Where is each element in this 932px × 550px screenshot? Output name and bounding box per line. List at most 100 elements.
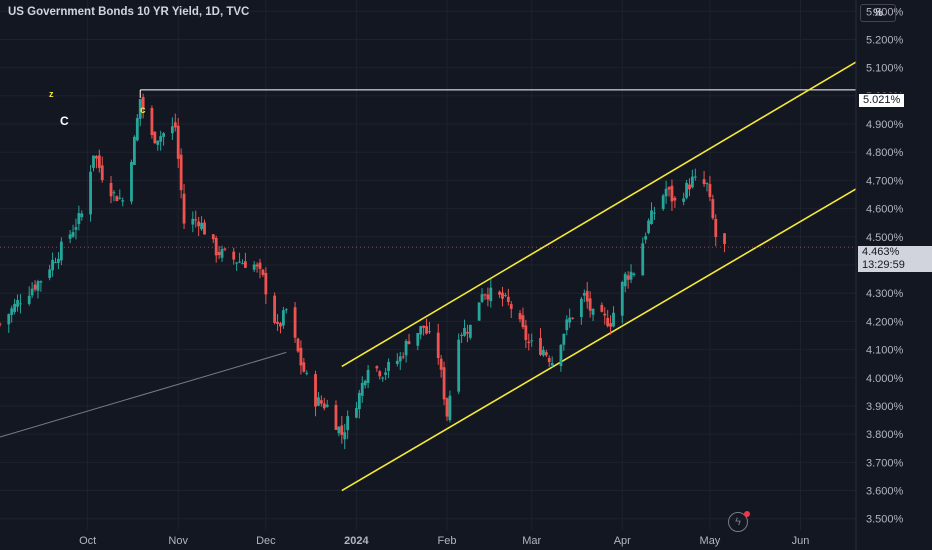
x-tick-label: Apr xyxy=(614,535,631,547)
y-tick-label: 4.000% xyxy=(866,373,904,385)
x-tick-label: 2024 xyxy=(344,535,369,547)
candle-body xyxy=(150,108,154,136)
candle-body xyxy=(702,179,706,184)
lightning-icon[interactable]: ϟ xyxy=(728,511,750,532)
y-tick-label: 3.900% xyxy=(866,401,904,413)
candle-body xyxy=(600,304,604,312)
candle-body xyxy=(705,183,709,185)
candle-body xyxy=(51,259,54,271)
candle-body xyxy=(121,200,125,202)
y-tick-label: 4.700% xyxy=(866,175,904,187)
candle-body xyxy=(59,241,63,261)
candle-body xyxy=(714,218,718,237)
candle-body xyxy=(591,308,595,315)
candle-body xyxy=(425,326,428,334)
y-tick-label: 4.100% xyxy=(866,345,904,357)
candle-body xyxy=(296,338,300,352)
y-tick-label: 5.200% xyxy=(866,34,904,46)
candle-body xyxy=(384,372,388,375)
candle-body xyxy=(463,327,466,336)
candle-body xyxy=(68,234,72,239)
candle-body xyxy=(693,176,697,178)
candle-body xyxy=(203,222,206,235)
candle-body xyxy=(661,195,665,210)
candle-body xyxy=(13,303,17,313)
candle-body xyxy=(194,219,198,221)
x-tick-label: Oct xyxy=(79,535,96,547)
chart-title: US Government Bonds 10 YR Yield, 1D, TVC xyxy=(8,6,250,18)
candle-body xyxy=(524,325,528,341)
wave-label-c-major: C xyxy=(60,114,69,128)
notification-dot xyxy=(744,511,750,517)
candle-body xyxy=(568,317,572,323)
candle-body xyxy=(39,281,43,283)
candle-body xyxy=(214,237,218,256)
candle-body xyxy=(10,308,14,315)
candle-body xyxy=(641,243,645,276)
candle-body xyxy=(612,312,615,327)
unit-button[interactable]: % xyxy=(860,4,896,22)
candle-body xyxy=(603,313,607,316)
candle-body xyxy=(252,264,256,270)
candle-body xyxy=(170,126,174,134)
candle-body xyxy=(97,155,101,168)
candle-body xyxy=(360,382,364,396)
time-axis[interactable]: Oct Nov Dec 2024 Feb Mar Apr May Jun xyxy=(79,535,809,547)
candle-body xyxy=(130,161,133,202)
candle-body xyxy=(48,269,52,278)
candle-body xyxy=(401,356,405,358)
candle-body xyxy=(279,323,282,327)
y-tick-label: 3.600% xyxy=(866,486,904,498)
candle-body xyxy=(317,397,320,406)
candle-body xyxy=(112,192,116,194)
candle-body xyxy=(547,358,551,363)
candle-body xyxy=(77,213,81,225)
candle-body xyxy=(284,309,288,311)
candle-body xyxy=(445,398,449,417)
candle-body xyxy=(670,185,674,202)
x-tick-label: Nov xyxy=(168,535,188,547)
candle-body xyxy=(647,220,650,233)
candle-body xyxy=(653,212,656,214)
y-tick-label: 5.100% xyxy=(866,63,904,75)
candle-body xyxy=(416,332,420,346)
candle-body xyxy=(80,213,84,218)
candle-body xyxy=(293,307,297,338)
y-tick-label: 4.800% xyxy=(866,147,904,159)
candle-body xyxy=(319,400,323,404)
candle-body xyxy=(395,360,399,365)
candle-body xyxy=(109,182,113,197)
candle-body xyxy=(232,251,236,260)
candle-body xyxy=(381,377,385,379)
candle-body xyxy=(325,404,329,407)
candle-body xyxy=(562,333,566,345)
channel-upper-line xyxy=(341,61,857,368)
candle-body xyxy=(355,408,358,418)
candle-body xyxy=(197,221,201,227)
candle-body xyxy=(466,332,469,334)
candle-body xyxy=(0,323,2,325)
candle-body xyxy=(305,372,309,374)
wave-label-z: z xyxy=(49,89,54,99)
x-tick-label: Dec xyxy=(256,535,276,547)
drawing-layer[interactable] xyxy=(0,61,857,492)
candle-body xyxy=(539,337,542,355)
x-tick-label: Jun xyxy=(792,535,810,547)
candle-body xyxy=(690,176,694,188)
y-tick-label: 4.900% xyxy=(866,119,904,131)
candle-body xyxy=(261,269,265,275)
candle-body xyxy=(299,347,303,366)
candle-body xyxy=(477,302,481,321)
candle-body xyxy=(211,234,215,240)
candle-body xyxy=(550,363,554,366)
candle-body xyxy=(264,272,268,295)
candle-body xyxy=(439,358,443,370)
candle-body xyxy=(518,313,522,320)
candle-body xyxy=(483,294,487,296)
candle-body xyxy=(620,282,624,316)
candle-body xyxy=(255,264,259,267)
candle-body xyxy=(363,380,367,386)
candle-body xyxy=(33,284,37,290)
candle-body xyxy=(182,193,186,224)
